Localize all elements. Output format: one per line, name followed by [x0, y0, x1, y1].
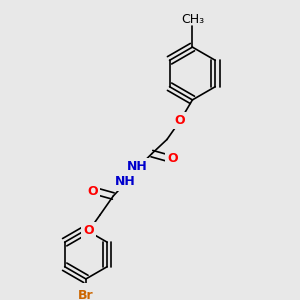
Text: Br: Br: [78, 290, 94, 300]
Text: NH: NH: [128, 160, 148, 173]
Text: NH: NH: [115, 176, 136, 188]
Text: CH₃: CH₃: [181, 14, 204, 26]
Text: O: O: [87, 185, 98, 198]
Text: O: O: [83, 224, 94, 237]
Text: O: O: [175, 114, 185, 127]
Text: O: O: [167, 152, 178, 165]
